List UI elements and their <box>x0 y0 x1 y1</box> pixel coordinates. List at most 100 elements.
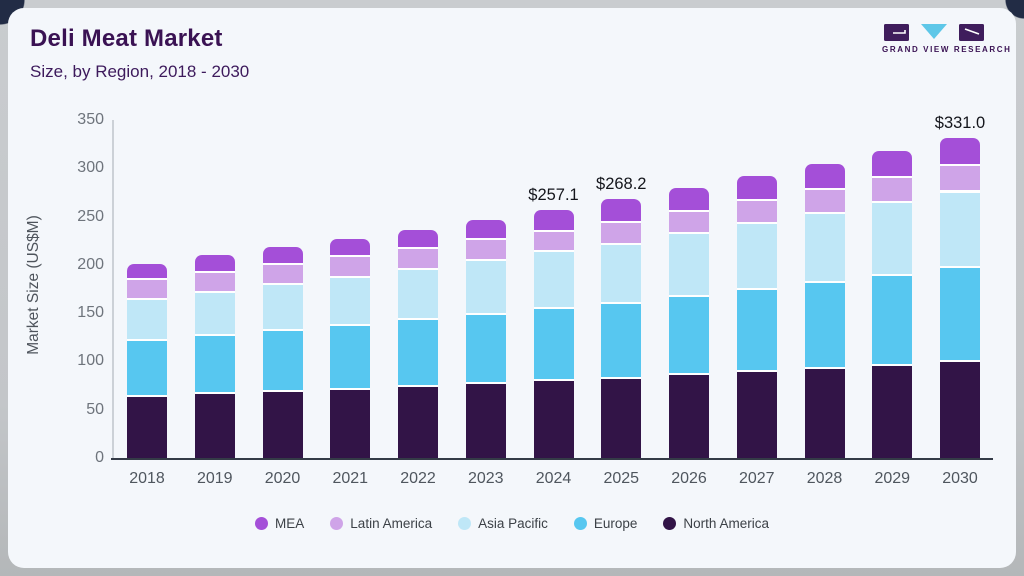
bar-segment-latin-america <box>330 257 371 276</box>
bar-stack-2019 <box>194 255 235 458</box>
bar-segment-latin-america <box>127 280 167 298</box>
bar-segment-mea <box>262 247 303 263</box>
y-tick-label: 350 <box>77 111 104 128</box>
bar-stack-2024 <box>533 209 574 458</box>
bar-segment-north-america <box>533 381 574 458</box>
y-tick-label: 200 <box>77 255 104 273</box>
legend-item-europe: Europe <box>573 516 637 531</box>
legend-label: Latin America <box>350 516 433 531</box>
y-tick-label: 250 <box>77 207 104 225</box>
x-tick-label: 2023 <box>467 470 504 487</box>
bar-segment-latin-america <box>804 189 845 213</box>
bar-segment-latin-america <box>872 178 913 202</box>
x-tick-label: 2028 <box>806 470 843 487</box>
bar-segment-latin-america <box>940 166 980 191</box>
bar-segment-north-america <box>194 394 235 458</box>
bar-stack-2027 <box>736 176 777 458</box>
bar-stack-2022 <box>398 230 438 458</box>
y-tick-label: 50 <box>86 400 104 418</box>
legend-label: North America <box>683 516 769 531</box>
x-tick-label: 2030 <box>942 470 978 487</box>
legend-dot-icon <box>330 517 344 530</box>
bar-segment-mea <box>330 239 371 256</box>
bar-segment-europe <box>736 289 777 371</box>
bar-segment-latin-america <box>465 240 506 260</box>
x-tick-label: 2029 <box>874 470 911 487</box>
bar-segment-latin-america <box>601 223 642 243</box>
bar-segment-asia-pacific <box>127 299 167 339</box>
bar-segment-europe <box>127 340 167 395</box>
chart-subtitle: Size, by Region, 2018 - 2030 <box>30 62 250 81</box>
chart-title: Deli Meat Market <box>30 25 223 52</box>
bar-segment-asia-pacific <box>533 252 574 308</box>
legend: MEA Latin America Asia Pacific Europe North … <box>8 516 1016 531</box>
bar-segment-latin-america <box>669 211 709 233</box>
bar-segment-north-america <box>601 378 642 458</box>
bar-segment-europe <box>669 296 709 374</box>
bar-segment-mea <box>398 230 438 248</box>
legend-dot-icon <box>458 517 472 530</box>
bar-segment-mea <box>736 176 777 199</box>
bar-segment-north-america <box>398 387 438 458</box>
legend-item-north-america: North America <box>663 516 769 531</box>
bar-value-label-2025: $268.2 <box>596 174 647 193</box>
bar-segment-latin-america <box>262 264 303 284</box>
bar-segment-mea <box>465 220 506 239</box>
bar-segment-europe <box>398 320 438 386</box>
chart-card: Deli Meat Market Size, by Region, 2018 -… <box>8 8 1016 568</box>
y-tick-label: 0 <box>95 449 104 466</box>
bar-segment-europe <box>533 309 574 380</box>
bar-segment-europe <box>465 315 506 383</box>
bar-segment-mea <box>127 263 167 279</box>
bar-segment-mea <box>940 138 980 165</box>
plot-area: Market Size (US$M) 0 50 100 150 200 250 300 350… <box>8 8 1016 568</box>
bar-segment-asia-pacific <box>804 214 845 282</box>
x-axis-line <box>111 458 993 460</box>
y-tick-label: 100 <box>77 352 104 370</box>
bar-segment-mea <box>601 198 642 221</box>
bar-segment-latin-america <box>398 249 438 268</box>
legend-dot-icon <box>255 517 269 530</box>
bar-segment-latin-america <box>736 200 777 223</box>
bar-segment-north-america <box>804 369 845 458</box>
legend-item-asia-pacific: Asia Pacific <box>458 516 548 531</box>
bar-segment-asia-pacific <box>194 292 235 334</box>
y-axis-line <box>112 120 114 458</box>
y-tick-label: 300 <box>77 159 104 177</box>
bar-segment-mea <box>804 164 845 188</box>
bar-segment-asia-pacific <box>669 234 709 295</box>
gvr-logo-text: GRAND VIEW RESEARCH <box>882 45 1012 54</box>
x-tick-label: 2024 <box>535 470 572 487</box>
bar-segment-europe <box>872 276 913 364</box>
x-tick-label: 2019 <box>196 470 233 487</box>
bar-segment-asia-pacific <box>872 203 913 275</box>
bar-stack-2021 <box>330 239 371 458</box>
x-tick-label: 2026 <box>671 470 707 487</box>
bar-stack-2020 <box>262 247 303 458</box>
bar-segment-north-america <box>127 396 167 458</box>
bar-segment-asia-pacific <box>601 244 642 303</box>
bar-segment-asia-pacific <box>330 277 371 324</box>
bar-stack-2018 <box>127 263 167 458</box>
y-axis-title: Market Size (US$M) <box>25 215 42 355</box>
bar-segment-latin-america <box>533 231 574 251</box>
x-tick-label: 2025 <box>603 470 640 487</box>
bar-segment-north-america <box>736 372 777 458</box>
bar-stack-2025 <box>601 198 642 458</box>
bar-stack-2026 <box>669 187 709 458</box>
bar-segment-asia-pacific <box>736 224 777 288</box>
bar-stack-2030 <box>940 138 980 458</box>
legend-dot-icon <box>663 517 677 530</box>
bar-segment-north-america <box>872 365 913 458</box>
bar-segment-europe <box>330 325 371 388</box>
bar-segment-asia-pacific <box>940 192 980 266</box>
x-tick-label: 2027 <box>738 470 775 487</box>
bar-segment-europe <box>194 335 235 393</box>
bar-segment-mea <box>533 209 574 230</box>
x-tick-label: 2018 <box>129 470 165 487</box>
bar-value-label-2024: $257.1 <box>528 185 579 204</box>
bar-segment-europe <box>601 304 642 377</box>
bar-segment-mea <box>872 151 913 177</box>
y-tick-label: 150 <box>77 304 104 322</box>
gvr-logo-icon <box>884 24 984 41</box>
